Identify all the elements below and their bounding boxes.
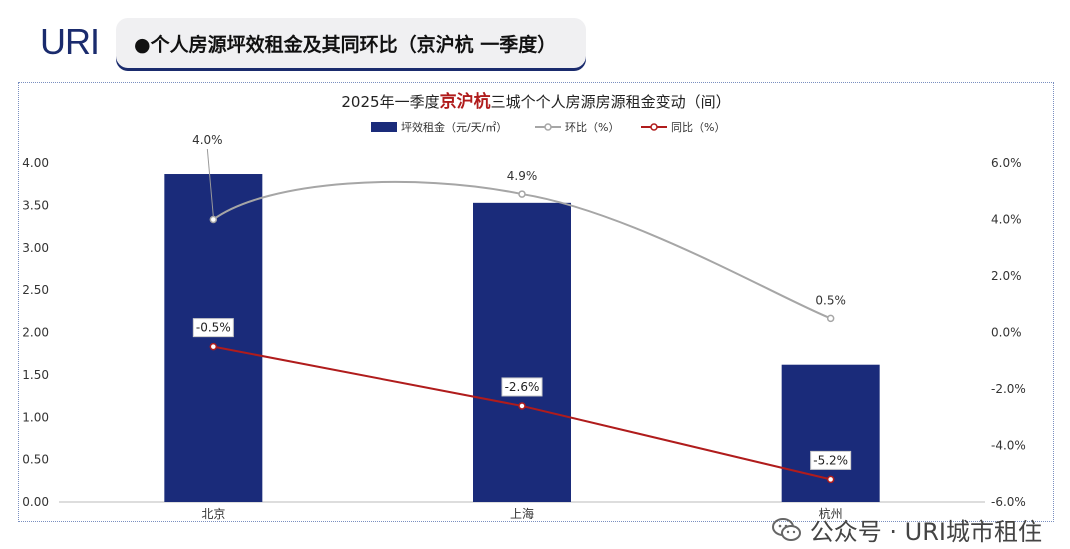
y-left-tick-label: 2.00 bbox=[22, 326, 49, 340]
chart-title-part: 京沪杭 bbox=[440, 91, 491, 112]
legend-swatch-bar bbox=[371, 122, 397, 132]
watermark-text: 公众号 · URI城市租住 bbox=[809, 518, 1042, 546]
page-title: ●个人房源坪效租金及其同环比（京沪杭 一季度） bbox=[134, 34, 557, 56]
mom-data-label: 0.5% bbox=[815, 293, 846, 307]
y-right-tick-label: -4.0% bbox=[991, 439, 1026, 453]
bar bbox=[164, 174, 263, 502]
yoy-data-label: -0.5% bbox=[196, 321, 231, 335]
y-left-tick-label: 1.50 bbox=[22, 368, 49, 382]
bar bbox=[473, 202, 571, 502]
x-tick-label: 上海 bbox=[510, 506, 534, 521]
y-left-tick-label: 3.50 bbox=[22, 198, 49, 212]
header-tab: ●个人房源坪效租金及其同环比（京沪杭 一季度） bbox=[116, 18, 586, 68]
wechat-icon bbox=[771, 517, 801, 541]
y-left-tick-label: 3.00 bbox=[22, 241, 49, 255]
chart-frame: 2025年一季度京沪杭三城个个人房源房源租金变动（间） 坪效租金（元/天/㎡） 环比… bbox=[18, 82, 1054, 522]
yoy-data-label: -2.6% bbox=[505, 380, 540, 394]
mom-data-label: 4.0% bbox=[192, 133, 223, 147]
legend-marker-yoy bbox=[650, 123, 658, 131]
mom-data-label: 4.9% bbox=[507, 169, 538, 183]
x-tick-label: 杭州 bbox=[819, 506, 843, 521]
yoy-point bbox=[209, 342, 218, 351]
y-left-tick-label: 4.00 bbox=[22, 156, 49, 170]
legend-label-bar: 坪效租金（元/天/㎡） bbox=[401, 120, 507, 134]
yoy-label-box bbox=[810, 450, 852, 470]
yoy-point bbox=[826, 475, 835, 484]
y-right-tick-label: 4.0% bbox=[991, 213, 1022, 227]
chart-title-part: 2025年一季度 bbox=[341, 93, 439, 111]
y-left-tick-label: 1.00 bbox=[22, 410, 49, 424]
watermark: 公众号 · URI城市租住 bbox=[771, 512, 1042, 547]
y-right-tick-label: 2.0% bbox=[991, 269, 1022, 283]
legend-label-yoy: 同比（%） bbox=[671, 121, 725, 134]
y-left-tick-label: 0.50 bbox=[22, 453, 49, 467]
x-tick-label: 北京 bbox=[201, 507, 225, 521]
yoy-label-box bbox=[501, 377, 543, 397]
legend-label-mom: 环比（%） bbox=[565, 121, 619, 134]
mom-point bbox=[518, 190, 526, 198]
uri-logo: URI bbox=[40, 21, 100, 62]
chart-title-part: 三城个个人房源房源租金变动（间） bbox=[491, 93, 731, 111]
chart-svg: 2025年一季度京沪杭三城个个人房源房源租金变动（间） 坪效租金（元/天/㎡） 环比… bbox=[22, 91, 1026, 521]
yoy-label-box bbox=[192, 318, 234, 338]
legend-marker-mom bbox=[544, 123, 552, 131]
y-right-tick-label: 6.0% bbox=[991, 156, 1022, 170]
y-left-tick-label: 0.00 bbox=[22, 495, 49, 509]
mom-point bbox=[209, 215, 218, 224]
mom-point bbox=[826, 314, 835, 323]
yoy-data-label: -5.2% bbox=[813, 453, 848, 467]
y-right-tick-label: -6.0% bbox=[991, 495, 1026, 509]
yoy-point bbox=[518, 402, 526, 410]
y-right-tick-label: 0.0% bbox=[991, 326, 1022, 340]
y-right-tick-label: -2.0% bbox=[991, 382, 1026, 396]
y-left-tick-label: 2.50 bbox=[22, 283, 49, 297]
mom-label-leader bbox=[206, 148, 214, 217]
chart-title: 2025年一季度京沪杭三城个个人房源房源租金变动（间） bbox=[341, 91, 730, 112]
